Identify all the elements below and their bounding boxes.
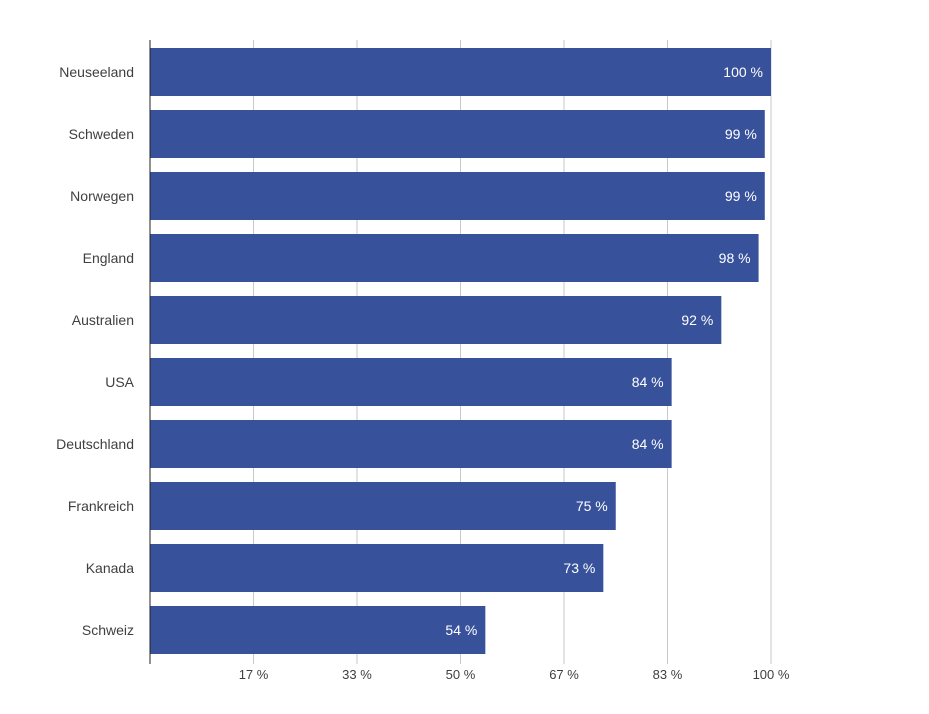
category-label: Kanada [86,560,134,576]
category-label: Australien [72,312,134,328]
bar [150,358,672,406]
bar [150,544,604,592]
data-label: 92 % [681,312,713,328]
category-label: Schweden [69,126,134,142]
category-label: USA [105,374,134,390]
category-label: Frankreich [68,498,134,514]
bar [150,296,722,344]
category-label: Norwegen [70,188,134,204]
data-label: 73 % [563,560,595,576]
data-label: 99 % [725,126,757,142]
data-label: 75 % [576,498,608,514]
data-label: 84 % [632,374,664,390]
category-label: Neuseeland [59,64,134,80]
data-label: 54 % [445,622,477,638]
category-label: England [83,250,134,266]
bar [150,172,765,220]
category-label: Schweiz [82,622,134,638]
bar [150,482,616,530]
bar [150,110,765,158]
x-tick-label: 67 % [549,667,579,682]
bar [150,420,672,468]
category-label: Deutschland [56,436,134,452]
data-label: 100 % [723,64,763,80]
data-label: 99 % [725,188,757,204]
bar [150,606,486,654]
bars: 100 % 99 % 99 % 98 % 92 % 84 % 84 % 75 % 73 % 54 … [150,48,771,654]
data-label: 84 % [632,436,664,452]
bar [150,234,759,282]
x-tick-label: 50 % [446,667,476,682]
x-tick-label: 83 % [653,667,683,682]
x-tick-labels: 17 % 33 % 50 % 67 % 83 % 100 % [239,667,790,682]
bar [150,48,771,96]
category-labels: Neuseeland Schweden Norwegen England Austral… [56,64,134,638]
x-tick-label: 33 % [342,667,372,682]
data-label: 98 % [719,250,751,266]
x-tick-label: 17 % [239,667,269,682]
x-tick-label: 100 % [753,667,790,682]
